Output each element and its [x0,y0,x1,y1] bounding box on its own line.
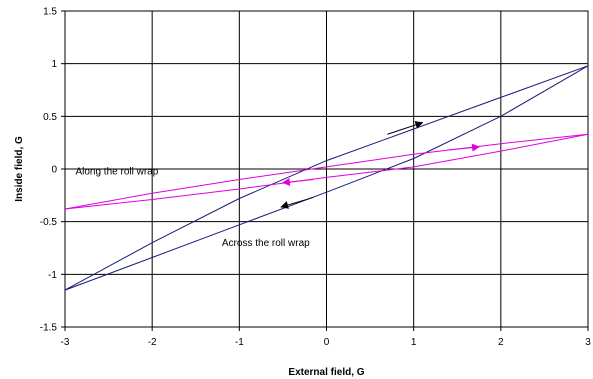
x-tick-label: -2 [148,337,157,348]
y-tick-label: 0.5 [43,112,57,123]
x-tick-label: -3 [61,337,70,348]
annotations: Along the roll wrap Across the roll wrap [75,166,310,249]
series-2-branch-1 [64,133,589,210]
x-tick-label: 1 [411,337,417,348]
x-axis-label: External field, G [288,367,364,378]
series-2-branch-2 [64,133,589,210]
x-tick-label: 2 [498,337,504,348]
y-tick-label: -1.5 [40,323,58,334]
series-1-branch-2 [64,65,589,291]
direction-arrow-icon [280,196,314,209]
y-tick-label: -0.5 [40,217,58,228]
annotation-2: Across the roll wrap [222,238,310,249]
direction-arrow-icon [448,143,481,152]
direction-arrow-icon [387,121,424,135]
annotation-1: Along the roll wrap [75,166,158,177]
x-tick-label: 0 [324,337,330,348]
y-axis-label: Inside field, G [14,136,25,202]
y-tick-label: 1.5 [43,7,57,18]
series-layer [64,65,589,291]
y-tick-label: 0 [51,165,57,176]
direction-arrow-icon [281,177,314,186]
x-tick-label: -1 [235,337,244,348]
y-tick-label: -1 [48,270,57,281]
series-1-branch-1 [64,65,589,291]
y-tick-label: 1 [51,59,57,70]
tick-labels: -3 -2 -1 0 1 2 3 -1.5 -1 -0.5 0 0.5 1 1.5 [40,7,591,349]
x-tick-label: 3 [585,337,591,348]
